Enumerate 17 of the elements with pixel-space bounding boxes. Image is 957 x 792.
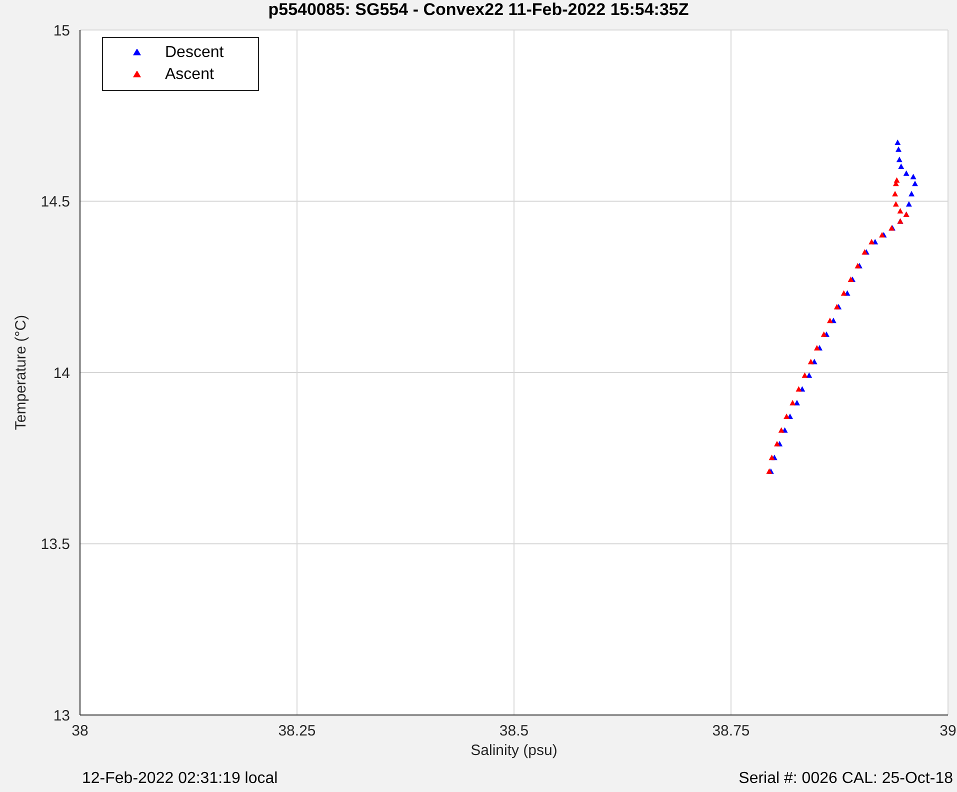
x-tick-label: 38.75 <box>712 722 750 740</box>
x-tick-label: 39 <box>940 722 956 740</box>
text: 12-Feb-2022 02:31:19 local <box>82 770 278 788</box>
legend-label: Ascent <box>165 66 214 83</box>
y-tick-label: 13 <box>53 707 70 724</box>
x-tick-label: 38 <box>72 722 88 740</box>
x-tick-label: 38.25 <box>278 722 316 740</box>
y-tick-label: 14.5 <box>40 194 70 211</box>
y-tick-label: 15 <box>53 22 70 40</box>
y-axis-title: Temperature (°C) <box>12 314 30 430</box>
y-tick-label: 13.5 <box>40 536 70 554</box>
legend-label: Descent <box>165 44 224 61</box>
y-tick-label: 14 <box>53 364 70 382</box>
chart-title: p5540085: SG554 - Convex22 11-Feb-2022 15:54:35Z <box>267 0 690 20</box>
text: Serial #: 0026 CAL: 25-Oct-18 <box>738 770 953 788</box>
x-tick-label: 38.5 <box>499 722 529 740</box>
x-axis-title: Salinity (psu) <box>470 742 558 759</box>
